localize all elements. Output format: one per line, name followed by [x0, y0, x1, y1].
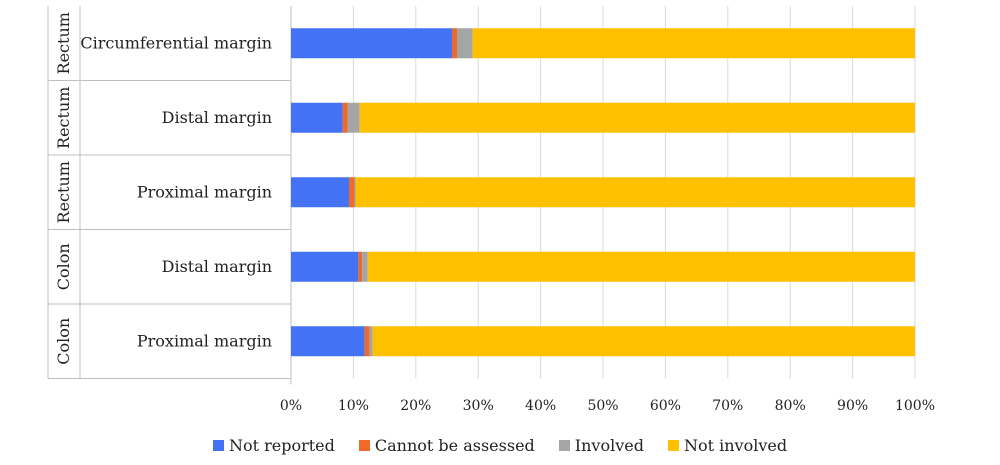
x-tick-label: 10% [338, 398, 369, 414]
legend-swatch [667, 439, 679, 451]
bar-segment-not-involved [355, 177, 915, 208]
bar-segment-not-reported [291, 251, 359, 282]
legend-label: Cannot be assessed [374, 435, 535, 455]
category-label: Circumferential margin [80, 33, 272, 52]
bar-segment-not-reported [291, 326, 365, 357]
bar-segment-cannot-be-assessed [358, 251, 363, 282]
group-label: Rectum [54, 161, 73, 223]
x-tick-label: 60% [650, 398, 681, 414]
bar-segment-cannot-be-assessed [342, 102, 348, 133]
bar-segment-not-involved [367, 251, 915, 282]
x-tick-label: 50% [587, 398, 618, 414]
x-tick-label: 0% [280, 398, 302, 414]
bar-segment-not-reported [291, 177, 350, 208]
legend: Not reported Cannot be assessed Involved No… [0, 432, 1000, 458]
category-label: Proximal margin [137, 182, 272, 201]
bar-segment-cannot-be-assessed [364, 326, 370, 357]
bar-segment-cannot-be-assessed [349, 177, 355, 208]
legend-label: Not reported [228, 435, 335, 455]
legend-item: Cannot be assessed [358, 435, 535, 455]
x-tick-labels: 0% 10% 20% 30% 40% 50% 60% 70% 80% 90% 100% [280, 398, 935, 414]
group-label: Rectum [54, 12, 73, 74]
legend-item: Not involved [667, 435, 788, 455]
bar-segment-involved [369, 326, 373, 357]
stacked-bar-chart: Circumferential margin Rectum Distal margi… [47, 6, 935, 414]
category-labels: Circumferential margin Rectum Distal margi… [54, 12, 272, 365]
legend-swatch [358, 439, 370, 451]
bars [291, 28, 915, 357]
category-label: Distal margin [162, 108, 272, 127]
bar-segment-not-involved [359, 102, 915, 133]
bar-segment-involved [456, 28, 473, 59]
legend-swatch [212, 439, 224, 451]
bar-segment-not-involved [372, 326, 915, 357]
bar-segment-involved [354, 177, 356, 208]
group-label: Colon [54, 243, 73, 290]
group-label: Colon [54, 318, 73, 365]
category-label: Distal margin [162, 257, 272, 276]
x-tick-label: 20% [400, 398, 431, 414]
legend-item: Involved [558, 435, 644, 455]
legend-swatch [558, 439, 570, 451]
x-tick-label: 100% [895, 398, 935, 414]
legend-label: Not involved [683, 435, 788, 455]
x-tick-label: 30% [463, 398, 494, 414]
bar-segment-involved [362, 251, 368, 282]
legend-item: Not reported [212, 435, 335, 455]
x-tick-label: 90% [837, 398, 868, 414]
bar-segment-not-reported [291, 28, 452, 59]
bar-segment-involved [347, 102, 360, 133]
x-tick-label: 70% [712, 398, 743, 414]
group-label: Rectum [54, 87, 73, 149]
category-label: Proximal margin [137, 331, 272, 350]
bar-segment-not-involved [472, 28, 915, 59]
x-tick-label: 40% [525, 398, 556, 414]
x-tick-label: 80% [775, 398, 806, 414]
bar-segment-not-reported [291, 102, 343, 133]
legend-label: Involved [574, 435, 644, 455]
bar-segment-cannot-be-assessed [451, 28, 457, 59]
